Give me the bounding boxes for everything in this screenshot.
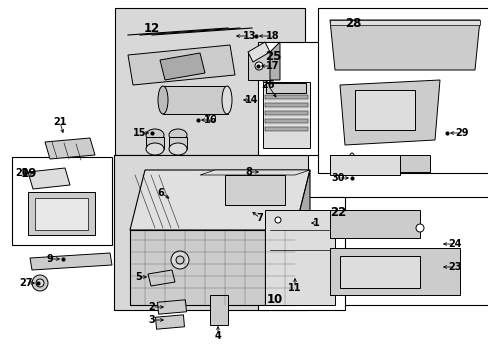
Ellipse shape xyxy=(349,153,354,163)
Polygon shape xyxy=(269,42,280,80)
Ellipse shape xyxy=(169,129,186,141)
Polygon shape xyxy=(30,253,112,270)
Text: 22: 22 xyxy=(329,206,346,219)
Bar xyxy=(224,175,285,205)
Ellipse shape xyxy=(36,279,44,287)
Text: 20: 20 xyxy=(15,168,29,178)
Ellipse shape xyxy=(146,129,163,141)
Text: 26: 26 xyxy=(261,80,274,90)
Polygon shape xyxy=(329,248,459,295)
Ellipse shape xyxy=(176,256,183,264)
Bar xyxy=(155,315,184,329)
Bar xyxy=(258,42,319,155)
Bar xyxy=(115,8,305,155)
Bar xyxy=(354,90,414,130)
Text: 19: 19 xyxy=(21,167,37,180)
Bar xyxy=(317,8,488,173)
Polygon shape xyxy=(200,170,309,175)
Polygon shape xyxy=(264,103,307,107)
Bar xyxy=(162,86,227,114)
Polygon shape xyxy=(339,80,439,145)
Text: 30: 30 xyxy=(330,173,344,183)
Text: 18: 18 xyxy=(265,31,279,41)
Text: 24: 24 xyxy=(447,239,461,249)
Bar xyxy=(157,300,186,314)
Ellipse shape xyxy=(158,86,168,114)
Text: 16: 16 xyxy=(204,115,217,125)
Polygon shape xyxy=(130,230,294,305)
Polygon shape xyxy=(247,52,269,80)
Ellipse shape xyxy=(222,86,231,114)
Polygon shape xyxy=(128,45,235,85)
Bar xyxy=(12,157,112,245)
Text: 2: 2 xyxy=(148,302,155,312)
Bar xyxy=(329,155,399,175)
Polygon shape xyxy=(329,20,479,25)
Polygon shape xyxy=(264,127,307,131)
Text: 1: 1 xyxy=(312,218,319,228)
Ellipse shape xyxy=(169,143,186,155)
Text: 11: 11 xyxy=(287,283,301,293)
Ellipse shape xyxy=(208,114,215,122)
Text: 3: 3 xyxy=(148,315,155,325)
Bar xyxy=(317,197,488,305)
Text: 15: 15 xyxy=(133,128,146,138)
Polygon shape xyxy=(264,119,307,123)
Text: 23: 23 xyxy=(447,262,461,272)
Ellipse shape xyxy=(415,224,423,232)
Polygon shape xyxy=(209,295,227,325)
Polygon shape xyxy=(329,20,479,70)
Text: 27: 27 xyxy=(19,278,33,288)
Polygon shape xyxy=(247,42,269,62)
Text: 21: 21 xyxy=(53,117,67,127)
Polygon shape xyxy=(160,53,204,80)
Polygon shape xyxy=(45,138,95,159)
Text: 6: 6 xyxy=(157,188,164,198)
Bar xyxy=(339,256,419,288)
Bar xyxy=(265,83,305,93)
Polygon shape xyxy=(35,198,88,230)
Ellipse shape xyxy=(146,143,163,155)
Polygon shape xyxy=(264,210,334,305)
Ellipse shape xyxy=(254,62,263,70)
Text: 25: 25 xyxy=(264,50,281,63)
Text: 29: 29 xyxy=(454,128,468,138)
Bar xyxy=(146,137,163,149)
Bar xyxy=(169,137,186,149)
Text: 13: 13 xyxy=(243,31,256,41)
Text: 28: 28 xyxy=(345,17,361,30)
Text: 8: 8 xyxy=(245,167,252,177)
Text: 17: 17 xyxy=(265,61,279,71)
Polygon shape xyxy=(148,270,175,286)
Bar xyxy=(258,197,345,310)
Text: 14: 14 xyxy=(245,95,258,105)
Polygon shape xyxy=(329,155,429,172)
Polygon shape xyxy=(130,170,309,230)
Ellipse shape xyxy=(32,275,48,291)
Polygon shape xyxy=(264,111,307,115)
Text: 10: 10 xyxy=(266,293,283,306)
Polygon shape xyxy=(294,170,309,305)
Polygon shape xyxy=(264,95,307,99)
Polygon shape xyxy=(329,210,419,238)
Text: 4: 4 xyxy=(214,331,221,341)
Ellipse shape xyxy=(274,217,281,223)
Polygon shape xyxy=(28,168,70,189)
Text: 12: 12 xyxy=(143,22,160,35)
Polygon shape xyxy=(263,82,309,148)
Text: 7: 7 xyxy=(256,213,263,223)
Ellipse shape xyxy=(171,251,189,269)
Text: 9: 9 xyxy=(46,254,53,264)
Text: 5: 5 xyxy=(135,272,142,282)
Polygon shape xyxy=(28,192,95,235)
Bar xyxy=(114,155,307,310)
